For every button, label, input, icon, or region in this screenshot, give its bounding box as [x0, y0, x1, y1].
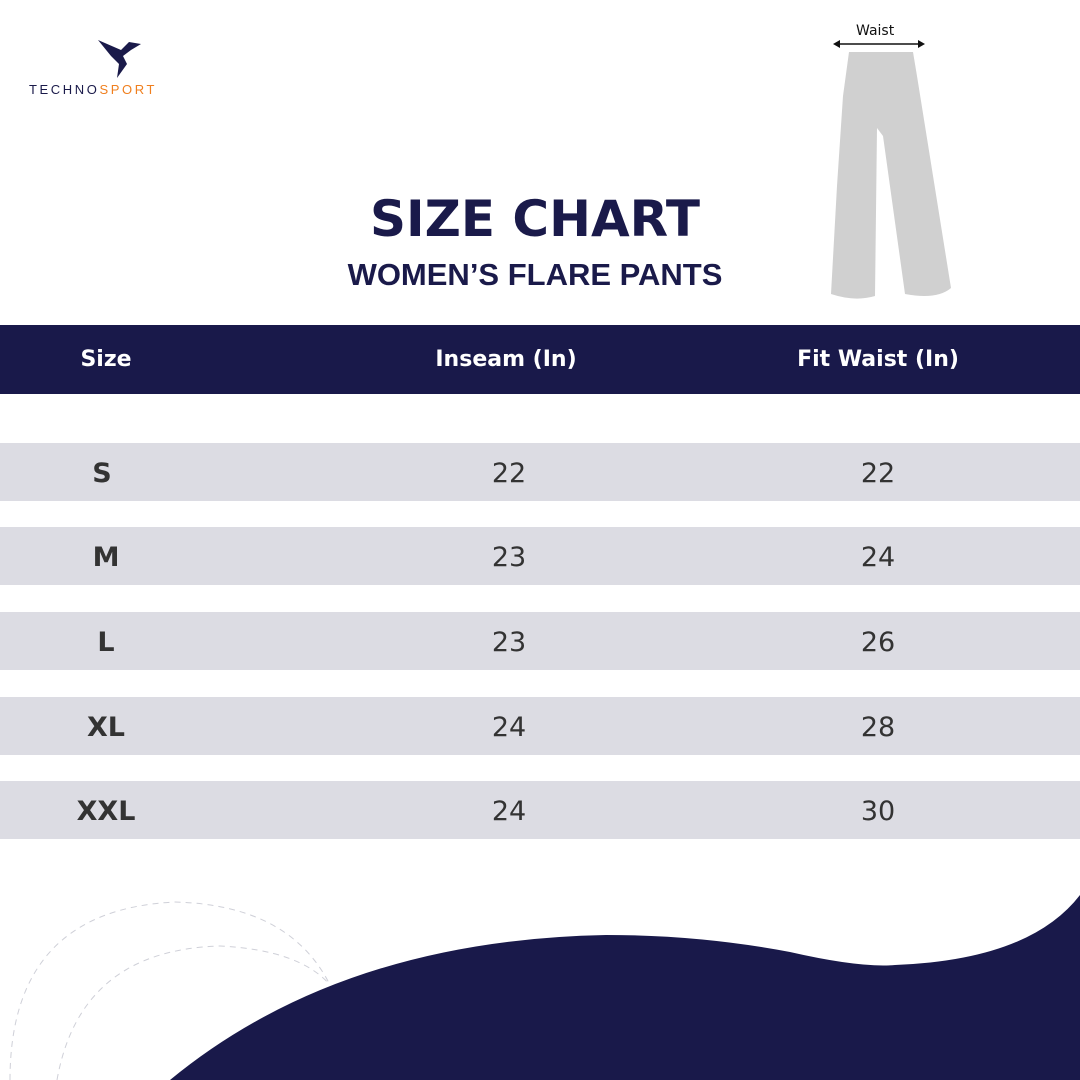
- dashed-arc-outer: [9, 901, 331, 1080]
- header-size: Size: [80, 347, 132, 372]
- table-row: XL 24 28: [0, 697, 1080, 755]
- page-subtitle: WOMEN’S FLARE PANTS: [347, 257, 723, 292]
- inseam-cell: 24: [491, 796, 527, 827]
- inseam-cell: 23: [491, 542, 527, 573]
- waist-label: Waist: [856, 23, 895, 39]
- table-row: M 23 24: [0, 527, 1080, 585]
- brand-part2: SPORT: [99, 82, 158, 97]
- table-header: Size Inseam (In) Fit Waist (In): [0, 325, 1080, 394]
- logo-mark-icon: [98, 40, 141, 78]
- waist-cell: 28: [860, 712, 896, 743]
- size-cell: M: [92, 542, 120, 573]
- waist-cell: 26: [860, 627, 896, 658]
- inseam-cell: 24: [491, 712, 527, 743]
- inseam-cell: 23: [491, 627, 527, 658]
- size-cell: XL: [86, 712, 126, 743]
- waist-cell: 24: [860, 542, 896, 573]
- size-cell: L: [97, 627, 115, 658]
- size-cell: S: [92, 458, 112, 489]
- pants-diagram: [831, 40, 951, 299]
- footer-wave: [9, 895, 1080, 1080]
- waist-arrow-icon: [833, 40, 925, 48]
- pants-silhouette: [831, 52, 951, 299]
- table-row: L 23 26: [0, 612, 1080, 670]
- table-row: S 22 22: [0, 443, 1080, 501]
- header-inseam: Inseam (In): [435, 347, 577, 372]
- brand-part1: TECHNO: [29, 82, 100, 97]
- header-waist: Fit Waist (In): [797, 347, 959, 372]
- page-title: SIZE CHART: [369, 190, 701, 248]
- inseam-cell: 22: [491, 458, 527, 489]
- waist-cell: 22: [860, 458, 896, 489]
- wave-shape: [170, 895, 1080, 1080]
- brand-logo: TECHNOSPORT: [29, 82, 157, 97]
- size-cell: XXL: [76, 796, 136, 827]
- table-row: XXL 24 30: [0, 781, 1080, 839]
- waist-cell: 30: [860, 796, 896, 827]
